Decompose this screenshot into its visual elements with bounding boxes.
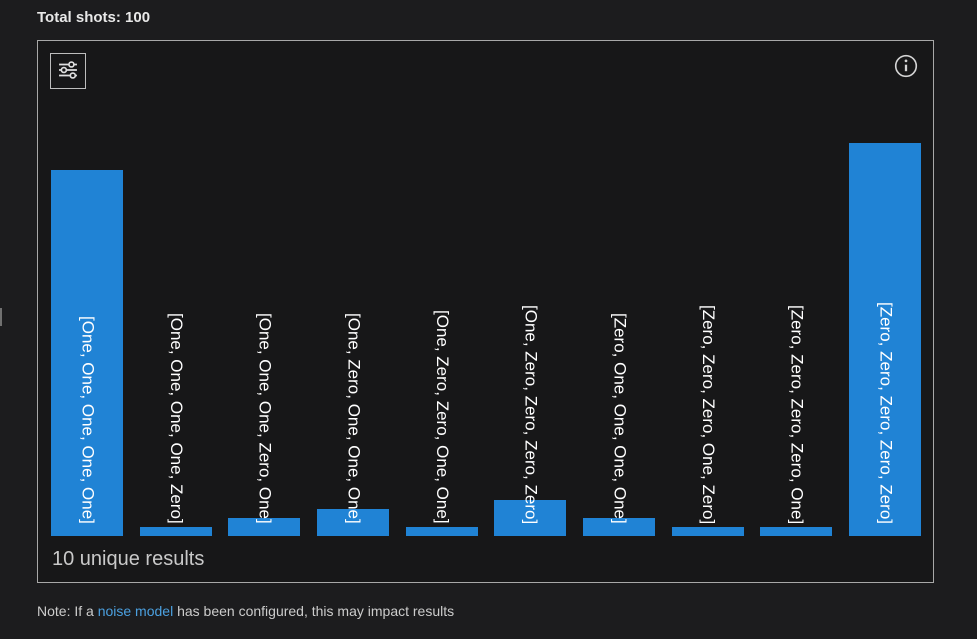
histogram-bar-slot: [One, One, One, One, Zero] [139,96,212,536]
filter-settings-button[interactable] [50,53,86,89]
bar-label: [One, Zero, One, One, One] [344,313,364,524]
histogram-bar[interactable] [494,500,567,536]
unique-results-label: 10 unique results [52,548,205,570]
bar-label: [One, Zero, Zero, One, One] [432,310,452,524]
bar-label: [One, One, One, One, Zero] [167,313,186,524]
bar-label: [Zero, Zero, Zero, Zero, Zero] [876,301,896,524]
bar-label: [Zero, Zero, Zero, Zero, One] [787,304,807,524]
total-shots-label: Total shots: 100 [37,9,151,26]
sliders-icon [57,59,79,84]
note-prefix: Note: If a [37,603,98,619]
histogram-bar-slot: [Zero, Zero, Zero, One, Zero] [671,96,744,536]
note-text: Note: If a noise model has been configur… [37,603,454,619]
histogram-bar-slot: [One, Zero, One, One, One] [316,96,389,536]
note-suffix: has been configured, this may impact res… [173,603,455,619]
histogram-bar[interactable] [228,518,301,536]
histogram-bar-slot: [One, One, One, Zero, One] [228,96,301,536]
histogram-bar[interactable] [405,527,478,536]
left-edge-tick [0,308,2,326]
histogram-bar-slot: [Zero, Zero, Zero, Zero, One] [760,96,833,536]
histogram-bar[interactable] [51,170,123,536]
histogram-bar-slot: [One, Zero, Zero, One, One] [405,96,478,536]
histogram-bar-slot: [One, Zero, Zero, Zero, Zero] [494,96,567,536]
histogram-bar-slot: [One, One, One, One, One] [51,96,123,536]
histogram-bar[interactable] [760,527,833,536]
histogram-panel: [One, One, One, One, One] [One, One, One,… [37,40,934,583]
info-icon[interactable] [893,53,919,79]
histogram-bar[interactable] [848,143,921,536]
bar-label: [One, One, One, Zero, One] [255,313,275,524]
histogram-bar-slot: [Zero, Zero, Zero, Zero, Zero] [848,96,921,536]
bar-label: [Zero, Zero, Zero, One, Zero] [698,304,718,524]
histogram-bar-slot: [Zero, One, One, One, One] [582,96,655,536]
histogram-bars: [One, One, One, One, One] [One, One, One,… [51,96,921,536]
bar-label: [One, One, One, One, One] [78,316,98,524]
histogram-bar[interactable] [671,527,744,536]
bar-label: [Zero, One, One, One, One] [610,313,630,524]
histogram-bar[interactable] [139,527,212,536]
noise-model-link[interactable]: noise model [97,603,174,619]
histogram-bar[interactable] [582,518,655,536]
bar-label: [One, Zero, Zero, Zero, Zero] [521,304,541,524]
histogram-bar[interactable] [316,509,389,536]
